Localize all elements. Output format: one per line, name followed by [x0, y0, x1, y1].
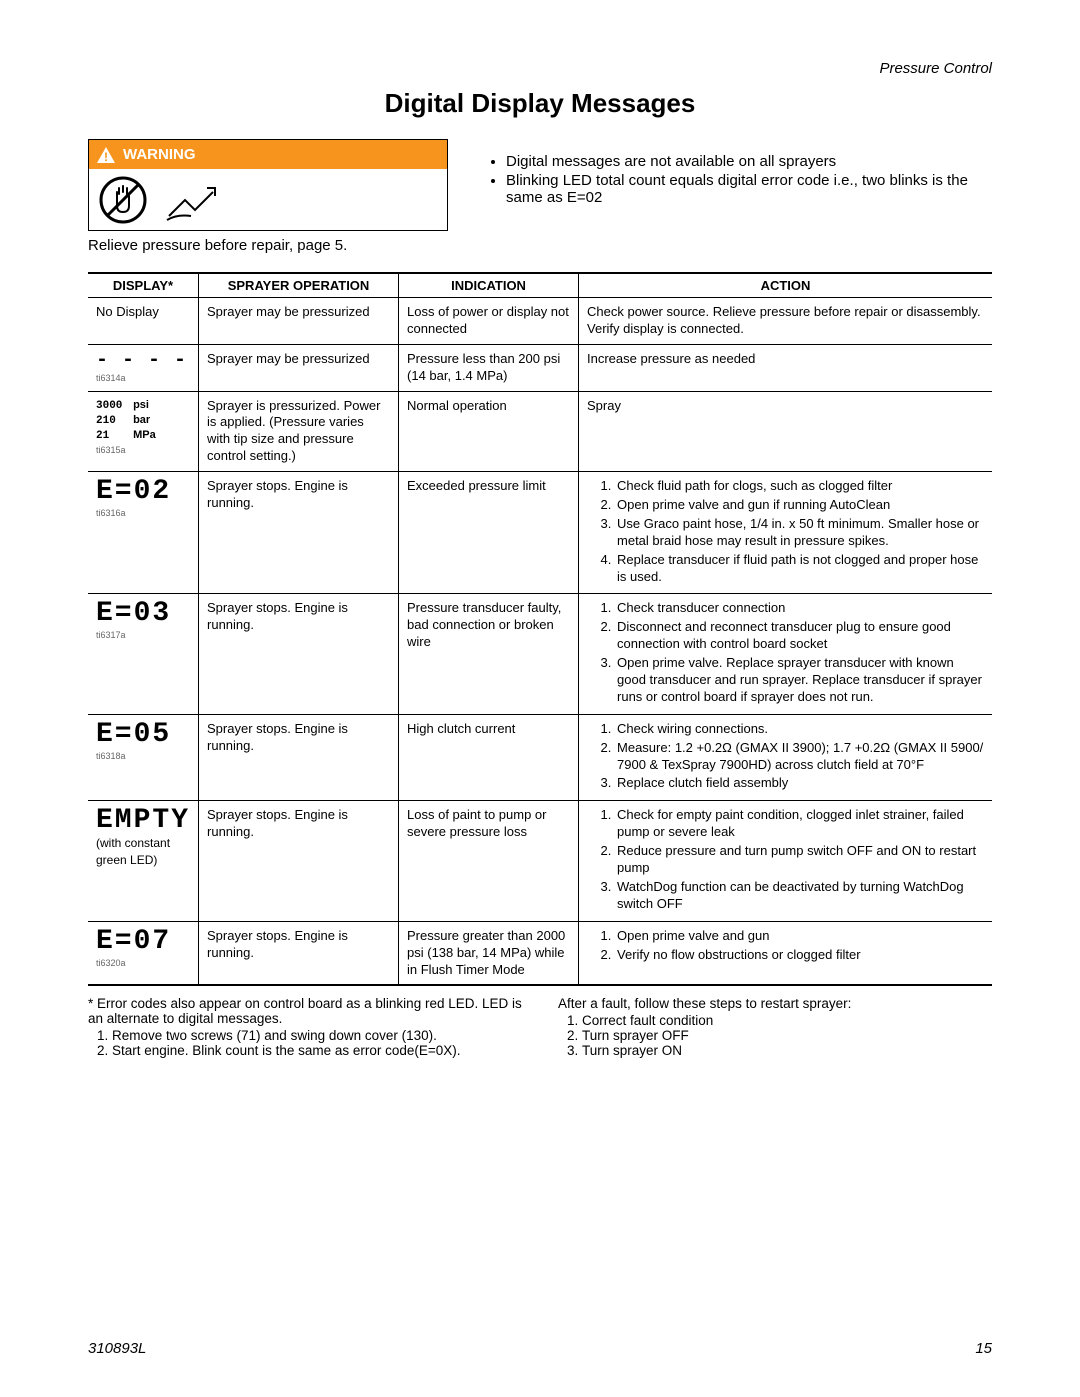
cell-action: Check fluid path for clogs, such as clog… — [579, 472, 992, 594]
cell-indication: Loss of power or display not connected — [399, 298, 579, 345]
alert-icon: ! — [97, 147, 115, 163]
cell-action: Open prime valve and gun Verify no flow o… — [579, 921, 992, 985]
th-action: ACTION — [579, 273, 992, 298]
page-footer: 310893L 15 — [88, 1340, 992, 1357]
action-step: Check for empty paint condition, clogged… — [615, 807, 984, 841]
cell-operation: Sprayer is pressurized. Power is applied… — [199, 391, 399, 472]
th-indication: INDICATION — [399, 273, 579, 298]
warning-caption: Relieve pressure before repair, page 5. — [88, 237, 448, 254]
warning-bar: ! WARNING — [88, 139, 448, 169]
table-row: No DisplaySprayer may be pressurizedLoss… — [88, 298, 992, 345]
footnote-left-item: Remove two screws (71) and swing down co… — [112, 1028, 522, 1043]
svg-text:!: ! — [104, 150, 108, 163]
cell-display: EMPTY(with constant green LED) — [88, 801, 199, 921]
injection-hazard-icon — [163, 176, 219, 224]
cell-action: Spray — [579, 391, 992, 472]
table-row: E=02ti6316aSprayer stops. Engine is runn… — [88, 472, 992, 594]
cell-display: No Display — [88, 298, 199, 345]
th-operation: SPRAYER OPERATION — [199, 273, 399, 298]
footnote-right-item: Correct fault condition — [582, 1013, 992, 1028]
cell-operation: Sprayer stops. Engine is running. — [199, 594, 399, 714]
cell-indication: Exceeded pressure limit — [399, 472, 579, 594]
cell-action: Check wiring connections. Measure: 1.2 +0… — [579, 714, 992, 801]
table-row: E=05ti6318aSprayer stops. Engine is runn… — [88, 714, 992, 801]
cell-display: E=02ti6316a — [88, 472, 199, 594]
footnote-right-item: Turn sprayer OFF — [582, 1028, 992, 1043]
action-step: Check fluid path for clogs, such as clog… — [615, 478, 984, 495]
action-step: Replace transducer if fluid path is not … — [615, 552, 984, 586]
footnote-left-intro: * Error codes also appear on control boa… — [88, 996, 522, 1026]
cell-action: Check power source. Relieve pressure bef… — [579, 298, 992, 345]
cell-action: Check transducer connection Disconnect an… — [579, 594, 992, 714]
warning-box: ! WARNING Relieve pressure before repair… — [88, 139, 448, 254]
cell-action: Check for empty paint condition, clogged… — [579, 801, 992, 921]
cell-display: E=03ti6317a — [88, 594, 199, 714]
action-step: Measure: 1.2 +0.2Ω (GMAX II 3900); 1.7 +… — [615, 740, 984, 774]
action-step: Reduce pressure and turn pump switch OFF… — [615, 843, 984, 877]
page-title: Digital Display Messages — [88, 88, 992, 119]
action-step: Check transducer connection — [615, 600, 984, 617]
cell-operation: Sprayer may be pressurized — [199, 298, 399, 345]
cell-indication: High clutch current — [399, 714, 579, 801]
cell-operation: Sprayer stops. Engine is running. — [199, 472, 399, 594]
footnote-right-intro: After a fault, follow these steps to res… — [558, 996, 992, 1011]
table-row: E=07ti6320aSprayer stops. Engine is runn… — [88, 921, 992, 985]
doc-number: 310893L — [88, 1340, 146, 1357]
cell-indication: Normal operation — [399, 391, 579, 472]
bullet-item: Digital messages are not available on al… — [506, 153, 992, 170]
th-display: DISPLAY* — [88, 273, 199, 298]
cell-operation: Sprayer stops. Engine is running. — [199, 714, 399, 801]
footnote-right-item: Turn sprayer ON — [582, 1043, 992, 1058]
action-step: Open prime valve and gun if running Auto… — [615, 497, 984, 514]
warning-label: WARNING — [123, 146, 196, 163]
cell-display: E=07ti6320a — [88, 921, 199, 985]
action-step: Replace clutch field assembly — [615, 775, 984, 792]
section-title: Pressure Control — [879, 60, 992, 77]
action-step: Disconnect and reconnect transducer plug… — [615, 619, 984, 653]
action-step: Check wiring connections. — [615, 721, 984, 738]
action-step: Verify no flow obstructions or clogged f… — [615, 947, 984, 964]
bullet-item: Blinking LED total count equals digital … — [506, 172, 992, 206]
cell-indication: Loss of paint to pump or severe pressure… — [399, 801, 579, 921]
cell-display: E=05ti6318a — [88, 714, 199, 801]
cell-operation: Sprayer stops. Engine is running. — [199, 801, 399, 921]
cell-indication: Pressure transducer faulty, bad connecti… — [399, 594, 579, 714]
no-hand-icon — [99, 176, 147, 224]
cell-display: - - - -ti6314a — [88, 344, 199, 391]
cell-action: Increase pressure as needed — [579, 344, 992, 391]
action-step: WatchDog function can be deactivated by … — [615, 879, 984, 913]
page-number: 15 — [975, 1340, 992, 1357]
cell-display: 3000 psi210 bar21 MPati6315a — [88, 391, 199, 472]
cell-indication: Pressure greater than 2000 psi (138 bar,… — [399, 921, 579, 985]
footnotes: * Error codes also appear on control boa… — [88, 996, 992, 1058]
table-row: E=03ti6317aSprayer stops. Engine is runn… — [88, 594, 992, 714]
table-row: EMPTY(with constant green LED)Sprayer st… — [88, 801, 992, 921]
cell-operation: Sprayer stops. Engine is running. — [199, 921, 399, 985]
messages-table: DISPLAY* SPRAYER OPERATION INDICATION AC… — [88, 272, 992, 986]
cell-operation: Sprayer may be pressurized — [199, 344, 399, 391]
cell-indication: Pressure less than 200 psi (14 bar, 1.4 … — [399, 344, 579, 391]
footnote-left-item: Start engine. Blink count is the same as… — [112, 1043, 522, 1058]
action-step: Open prime valve. Replace sprayer transd… — [615, 655, 984, 706]
action-step: Use Graco paint hose, 1/4 in. x 50 ft mi… — [615, 516, 984, 550]
table-row: - - - -ti6314aSprayer may be pressurized… — [88, 344, 992, 391]
intro-bullets: Digital messages are not available on al… — [488, 139, 992, 254]
action-step: Open prime valve and gun — [615, 928, 984, 945]
table-row: 3000 psi210 bar21 MPati6315aSprayer is p… — [88, 391, 992, 472]
